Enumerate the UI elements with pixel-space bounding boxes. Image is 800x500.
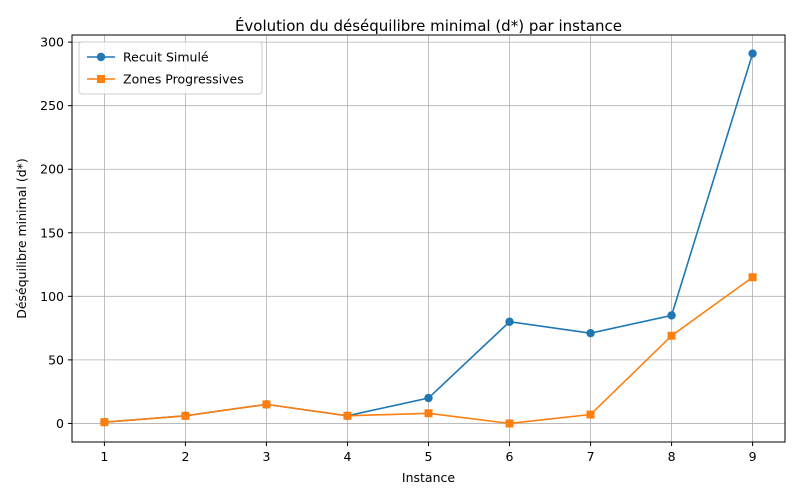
- chart-title: Évolution du déséquilibre minimal (d*) p…: [235, 16, 622, 35]
- data-point: [586, 410, 595, 419]
- y-tick-label: 50: [48, 352, 64, 367]
- data-point: [667, 331, 676, 340]
- data-point: [748, 273, 757, 282]
- y-tick-label: 0: [56, 416, 64, 431]
- data-point: [505, 317, 514, 326]
- data-point: [505, 419, 514, 428]
- axis-ticks: 1 2 3 4 5 6 7 8 9 0 50 100 150 200 250 300: [40, 35, 756, 464]
- x-tick-label: 4: [344, 449, 352, 464]
- x-tick-label: 3: [262, 449, 270, 464]
- x-tick-label: 5: [425, 449, 433, 464]
- data-point: [586, 328, 595, 338]
- x-tick-label: 1: [100, 449, 108, 464]
- x-tick-label: 7: [587, 449, 595, 464]
- data-point: [262, 400, 271, 409]
- legend-marker: [96, 52, 106, 62]
- y-axis-label: Déséquilibre minimal (d*): [14, 158, 29, 319]
- data-point: [748, 49, 757, 58]
- y-tick-label: 200: [40, 162, 64, 177]
- series-2: [100, 273, 757, 428]
- x-axis-label: Instance: [402, 470, 455, 485]
- x-tick-label: 2: [181, 449, 189, 464]
- y-tick-label: 300: [40, 35, 64, 50]
- x-tick-label: 8: [668, 449, 676, 464]
- legend-label: Zones Progressives: [123, 72, 244, 87]
- x-tick-label: 9: [749, 449, 757, 464]
- data-point: [667, 311, 676, 320]
- data-point: [100, 418, 109, 427]
- legend-box: [78, 41, 263, 95]
- data-point: [424, 409, 433, 418]
- series-lines: [100, 49, 757, 428]
- legend-label: Recuit Simulé: [123, 50, 209, 65]
- y-tick-label: 100: [40, 289, 64, 304]
- grid-lines: [72, 35, 785, 442]
- y-tick-label: 250: [40, 98, 64, 113]
- y-tick-label: 150: [40, 225, 64, 240]
- data-point: [181, 411, 190, 420]
- legend: Recuit Simulé Zones Progressives: [78, 41, 263, 95]
- x-tick-label: 6: [506, 449, 514, 464]
- legend-item: Recuit Simulé: [87, 50, 209, 65]
- legend-item: Zones Progressives: [87, 72, 244, 87]
- data-point: [343, 411, 352, 420]
- data-point: [424, 393, 433, 403]
- legend-marker: [97, 75, 105, 83]
